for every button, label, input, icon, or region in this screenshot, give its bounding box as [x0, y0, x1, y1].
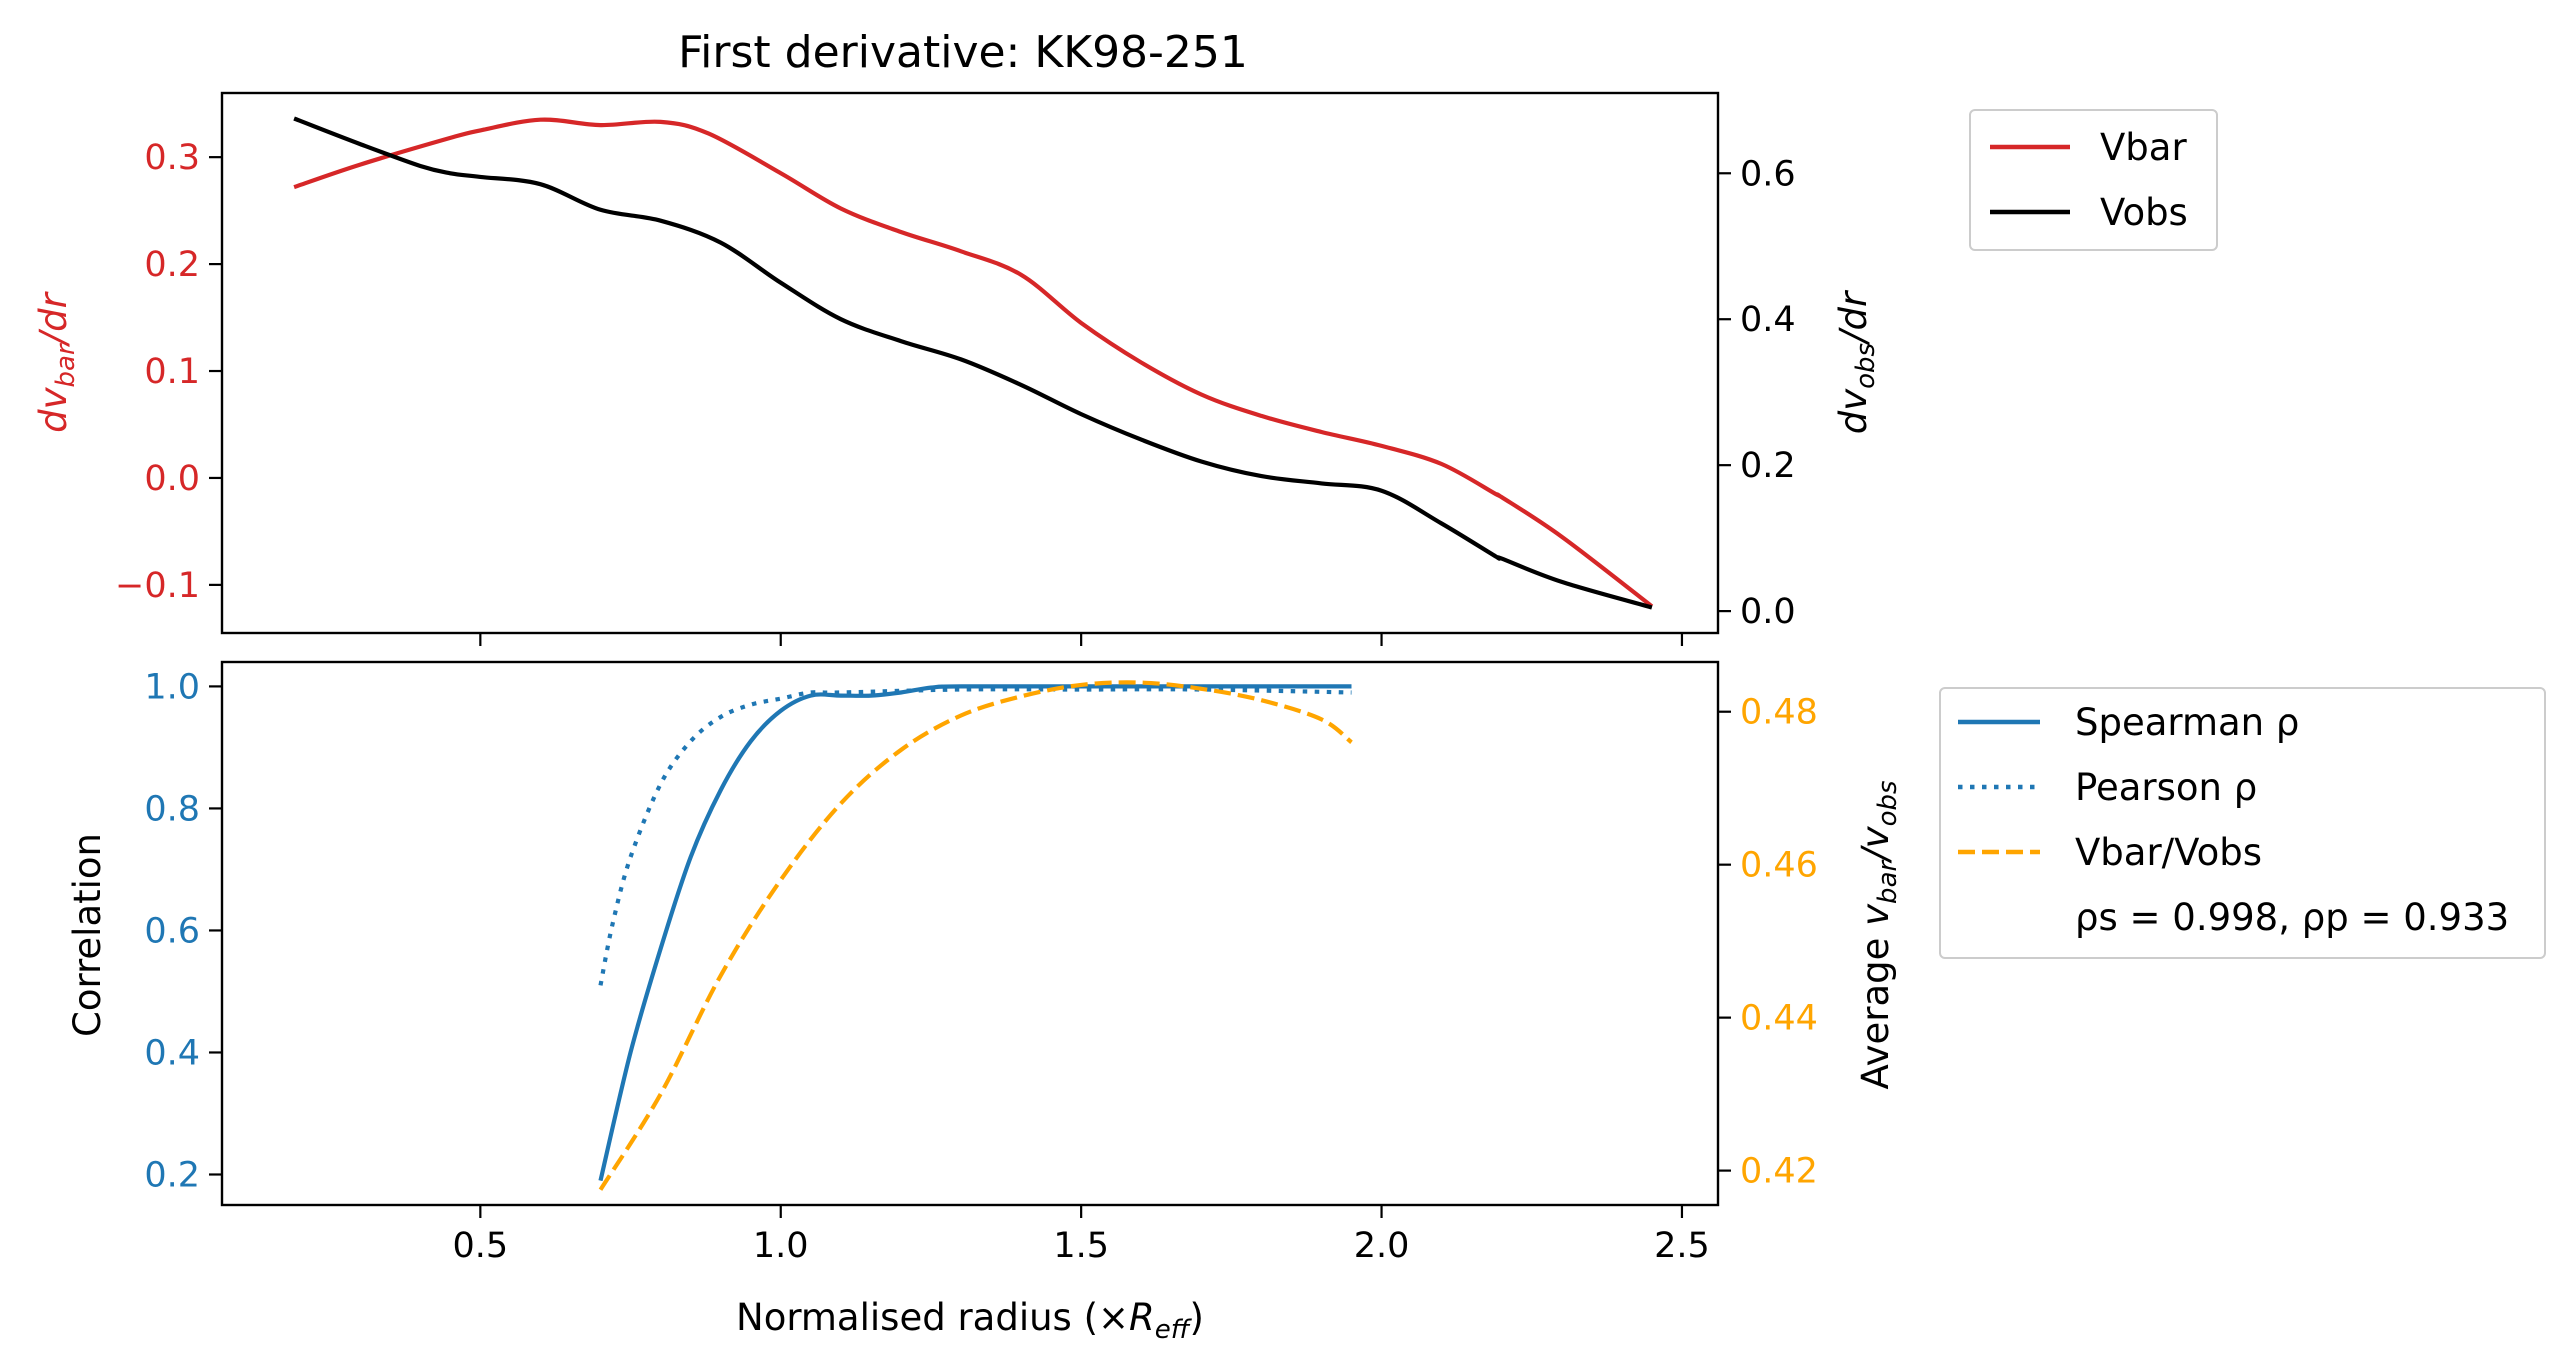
legend-correlation-annotation: ρs = 0.998, ρp = 0.933	[2075, 896, 2509, 939]
x-tick-label: 1.5	[1053, 1226, 1109, 1266]
bottom-right-y-tick-label: 0.48	[1740, 693, 1818, 733]
top-axes-frame	[220, 91, 1720, 635]
top-right-axis-label: dvobs/dr	[1832, 289, 1881, 434]
x-tick-label: 0.5	[453, 1226, 509, 1266]
bottom-right-y-tick-label: 0.42	[1740, 1152, 1818, 1192]
x-tick-label: 2.0	[1354, 1226, 1410, 1266]
top-left-y-tick-label: 0.0	[144, 459, 200, 499]
legend-ratio-label: Vbar/Vobs	[2075, 831, 2262, 874]
vobs-derivative-line	[293, 116, 1653, 610]
x-tick-label: 2.5	[1654, 1226, 1710, 1266]
x-tick-label: 1.0	[753, 1226, 809, 1266]
bottom-left-y-tick-label: 0.2	[144, 1155, 200, 1195]
bottom-right-axis-label: Average vbar/vobs	[1854, 780, 1903, 1089]
bottom-right-y-tick-label: 0.44	[1740, 999, 1818, 1039]
legend-vbar-label: Vbar	[2100, 126, 2187, 169]
bottom-axis-ticks: 0.5 1.0 1.5 2.0 2.5 0.2 0.4 0.6 0.8 1.0 0.42 0.44 0.…	[144, 667, 1818, 1266]
top-right-y-tick-label: 0.6	[1740, 154, 1796, 194]
top-left-y-tick-label: 0.3	[144, 138, 200, 178]
bottom-left-y-tick-label: 1.0	[144, 667, 200, 707]
top-axis-ticks: −0.1 0.0 0.1 0.2 0.3 0.0 0.2 0.4 0.6	[115, 138, 1796, 646]
top-left-y-tick-label: −0.1	[115, 566, 200, 606]
bottom-plot-area	[598, 680, 1353, 1191]
bottom-legend-box	[1939, 687, 2546, 959]
top-plot-area	[293, 116, 1654, 610]
top-left-axis-label: dvbar/dr	[32, 290, 81, 432]
legend-vobs-label: Vobs	[2100, 191, 2188, 234]
top-legend: Vbar Vobs	[1969, 109, 2218, 251]
bottom-panel: 0.5 1.0 1.5 2.0 2.5 0.2 0.4 0.6 0.8 1.0 0.42 0.44 0.…	[66, 660, 1903, 1345]
bottom-left-y-tick-label: 0.8	[144, 789, 200, 829]
bottom-right-y-tick-label: 0.46	[1740, 846, 1818, 886]
top-panel: −0.1 0.0 0.1 0.2 0.3 0.0 0.2 0.4 0.6 dvbar/dr dv…	[32, 91, 1881, 646]
legend-spearman-label: Spearman ρ	[2075, 701, 2299, 744]
vbar-derivative-line	[293, 117, 1654, 608]
bottom-left-y-tick-label: 0.4	[144, 1033, 200, 1073]
top-right-y-tick-label: 0.0	[1740, 592, 1796, 632]
ratio-line	[598, 680, 1353, 1191]
bottom-axes-frame	[220, 660, 1720, 1207]
top-right-y-tick-label: 0.2	[1740, 446, 1796, 486]
top-left-y-tick-label: 0.1	[144, 352, 200, 392]
chart-title: First derivative: KK98-251	[678, 27, 1248, 78]
legend-pearson-label: Pearson ρ	[2075, 766, 2257, 809]
bottom-left-axis-label: Correlation	[66, 833, 109, 1037]
x-axis-label: Normalised radius (×Reff)	[736, 1296, 1204, 1345]
top-left-y-tick-label: 0.2	[144, 245, 200, 285]
bottom-legend: Spearman ρ Pearson ρ Vbar/Vobs ρs = 0.99…	[1939, 687, 2546, 959]
bottom-left-y-tick-label: 0.6	[144, 911, 200, 951]
top-right-y-tick-label: 0.4	[1740, 300, 1796, 340]
